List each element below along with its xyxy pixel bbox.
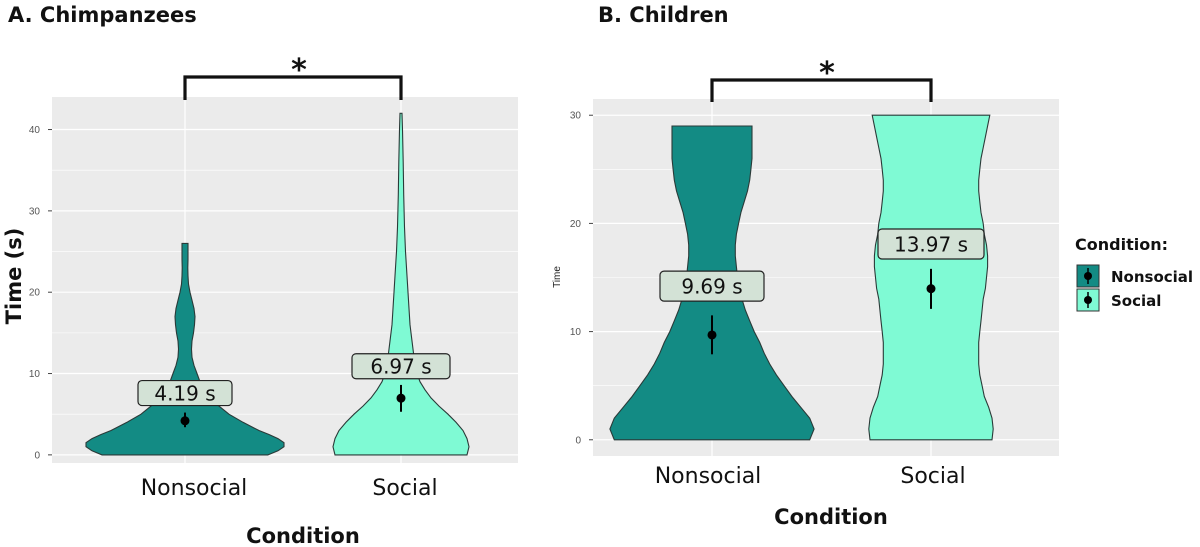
significance-star-a: * <box>291 53 307 88</box>
x-axis-title-b: Condition <box>774 505 888 529</box>
legend-label-social: Social <box>1111 292 1161 310</box>
mean-point-social <box>926 284 936 294</box>
legend-label-nonsocial: Nonsocial <box>1111 268 1193 286</box>
legend-item-social: Social <box>1076 288 1161 312</box>
legend-item-nonsocial: Nonsocial <box>1076 264 1193 288</box>
legend-title: Condition: <box>1075 235 1168 254</box>
mean-point-nonsocial <box>180 416 190 426</box>
mean-label-box-nonsocial <box>659 270 765 302</box>
mean-label-social: 13.97 s <box>894 233 968 257</box>
x-tick-social-b: Social <box>900 464 965 489</box>
mean-point-nonsocial <box>707 330 717 340</box>
significance-star-b: * <box>819 56 835 91</box>
panel-b-title: B. Children <box>598 3 729 27</box>
legend-point-social <box>1084 296 1092 304</box>
y-axis-title-a: Time (s) <box>2 228 26 325</box>
y-tick-label: 40 <box>29 125 41 136</box>
y-tick-label: 30 <box>570 111 582 122</box>
y-tick-label: 10 <box>570 327 582 338</box>
significance-bracket-a <box>183 75 403 100</box>
significance-bracket-line <box>183 75 403 100</box>
y-tick-label: 20 <box>570 219 582 230</box>
legend-point-nonsocial <box>1084 272 1092 280</box>
violin-social <box>332 112 470 456</box>
y-tick-label: 10 <box>29 369 41 380</box>
x-axis-title-a: Condition <box>246 524 360 547</box>
mean-label-nonsocial: 4.19 s <box>154 381 215 405</box>
y-ticks-b: 0 10 20 30 <box>570 111 593 446</box>
y-tick-label: 20 <box>29 288 41 299</box>
y-tick-label: 0 <box>34 450 40 461</box>
x-tick-social-a: Social <box>372 476 437 501</box>
mean-label-box-social <box>877 228 985 260</box>
violins-a: 4.19 s 6.97 s <box>85 112 470 456</box>
plot-area-a <box>52 97 518 463</box>
mean-label-box-social <box>351 353 451 380</box>
y-tick-label: 30 <box>29 206 41 217</box>
panel-a-title: A. Chimpanzees <box>8 3 197 27</box>
x-tick-nonsocial-b: Nonsocial <box>655 464 762 489</box>
violins-b: 9.69 s 13.97 s <box>609 114 994 441</box>
x-tick-nonsocial-a: Nonsocial <box>141 476 248 501</box>
significance-bracket-line <box>710 78 933 102</box>
y-tick-label: 0 <box>575 435 581 446</box>
mean-label-nonsocial: 9.69 s <box>681 275 742 299</box>
y-ticks-a: 0 10 20 30 40 <box>29 125 52 461</box>
significance-bracket-b <box>710 78 933 102</box>
mean-label-box-nonsocial <box>137 379 233 407</box>
legend: Condition: Nonsocial Social <box>1075 235 1193 312</box>
mean-point-social <box>396 393 406 403</box>
mean-label-social: 6.97 s <box>370 354 431 378</box>
panel-children: B. Children 0 10 20 30 9.69 s 13.97 s * Nons… <box>552 3 1059 529</box>
y-axis-title-b: Time <box>552 266 563 288</box>
